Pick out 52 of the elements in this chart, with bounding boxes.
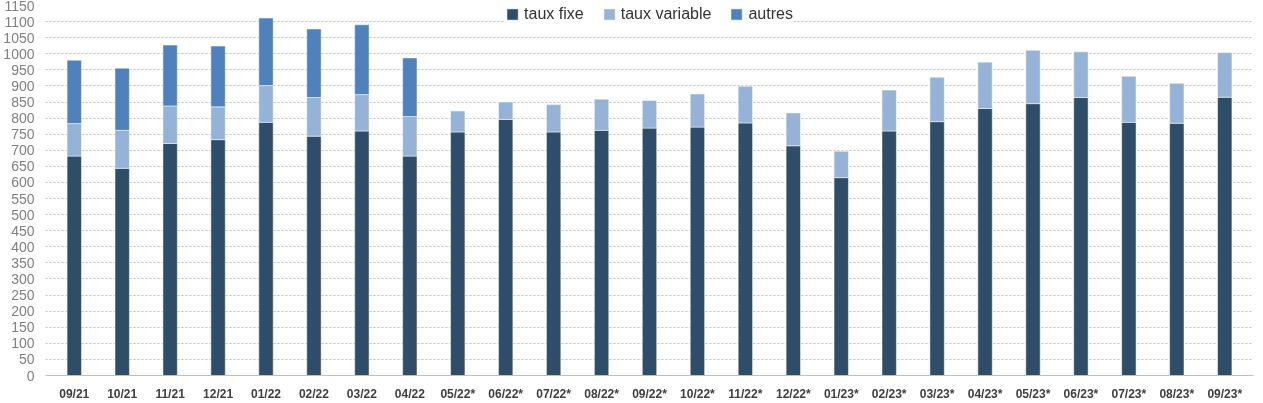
x-tick-label: 09/22* [632,386,668,401]
y-tick-label: 1000 [3,45,35,62]
y-tick-label: 450 [11,222,35,239]
y-tick-label: 400 [11,238,35,255]
x-tick-label: 09/23* [1207,386,1243,401]
y-tick-label: 600 [11,174,35,191]
x-tick-label: 10/22* [680,386,716,401]
x-tick-label: 05/23* [1015,386,1051,401]
legend-label: taux variable [620,5,712,23]
legend-label: autres [748,5,793,23]
y-tick-label: 1150 [4,0,35,14]
legend-label: taux fixe [524,5,584,23]
y-tick-label: 850 [11,94,35,111]
x-tick-label: 07/22* [536,386,572,401]
y-tick-label: 150 [11,319,35,336]
x-tick-label: 02/22 [298,386,330,401]
y-tick-label: 50 [18,351,35,368]
x-tick-label: 08/22* [584,386,620,401]
y-tick-label: 100 [11,335,35,352]
x-tick-label: 02/23* [871,386,907,401]
x-tick-label: 05/22* [440,386,476,401]
x-tick-label: 03/22 [346,386,378,401]
x-tick-label: 01/22 [250,386,282,401]
x-tick-label: 10/21 [107,386,138,401]
y-tick-label: 900 [11,77,35,94]
x-tick-label: 06/22* [488,386,524,401]
x-tick-label: 03/23* [919,386,955,401]
y-tick-label: 650 [11,158,35,175]
y-tick-label: 500 [11,206,35,223]
x-tick-label: 07/23* [1111,386,1147,401]
x-tick-label: 08/23* [1159,386,1195,401]
y-tick-label: 0 [26,367,35,384]
y-tick-label: 300 [11,270,35,287]
y-tick-label: 950 [11,61,35,78]
x-tick-label: 12/22* [775,386,811,401]
y-tick-label: 550 [11,190,35,207]
y-tick-label: 800 [11,110,35,127]
y-tick-label: 750 [11,126,35,143]
x-tick-label: 11/22* [728,386,763,401]
y-tick-label: 250 [11,287,35,304]
x-tick-label: 06/23* [1063,386,1099,401]
y-tick-label: 1050 [3,29,35,46]
y-tick-label: 1100 [4,13,35,30]
x-tick-label: 04/23* [967,386,1003,401]
x-tick-label: 09/21 [59,386,90,401]
y-tick-label: 200 [11,303,35,320]
y-tick-label: 700 [11,142,35,159]
x-tick-label: 04/22 [394,386,426,401]
x-tick-label: 01/23* [823,386,859,401]
y-tick-label: 350 [11,254,35,271]
x-tick-label: 12/21 [203,386,234,401]
x-tick-label: 11/21 [155,386,186,401]
